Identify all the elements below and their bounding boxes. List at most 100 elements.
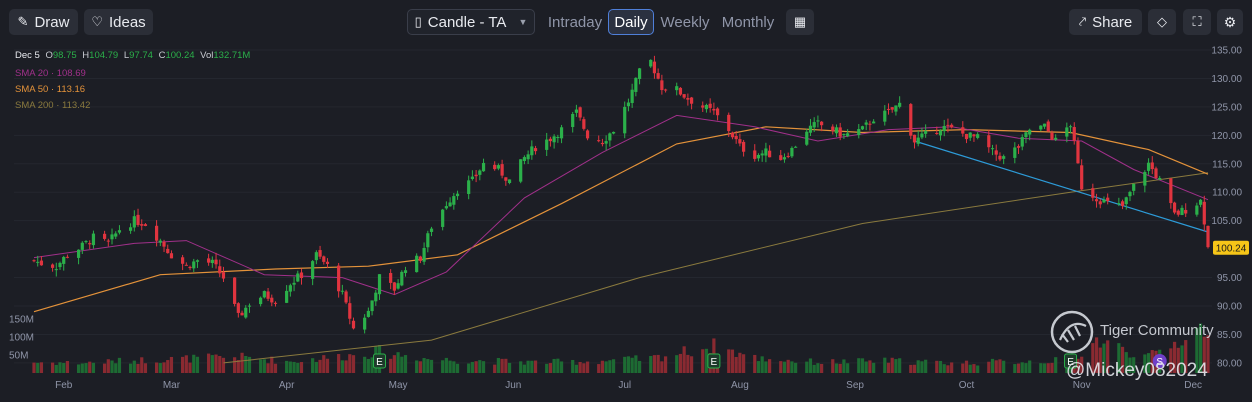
volume-bar: [403, 355, 408, 373]
candle-body: [247, 305, 252, 307]
tab-daily[interactable]: Daily: [608, 9, 654, 35]
volume-bar: [478, 360, 482, 373]
candle-body: [794, 146, 798, 148]
chart-type-dropdown[interactable]: ▯ Candle - TA ▼: [407, 9, 535, 35]
legend-sma20: SMA 20 · 108.69: [15, 68, 86, 79]
toolbar: ✎ Draw ♡ Ideas ▯ Candle - TA ▼ Intraday Da…: [0, 0, 1252, 44]
candle-body: [392, 282, 396, 291]
candle-body: [455, 193, 460, 197]
volume-bar: [689, 356, 694, 373]
volume-bar: [214, 354, 218, 373]
volume-bar: [136, 363, 140, 373]
volume-bar: [831, 359, 835, 373]
volume-bar: [701, 349, 705, 373]
tab-weekly[interactable]: Weekly: [660, 13, 710, 31]
volume-bar: [1024, 363, 1028, 373]
price-tick-label: 115.00: [1212, 159, 1242, 170]
candle-body: [1128, 191, 1132, 197]
volume-bar: [1124, 352, 1128, 373]
volume-bar: [337, 354, 341, 373]
volume-bar: [623, 356, 627, 373]
volume-bar: [58, 362, 62, 373]
candle-body: [597, 140, 601, 142]
candle-body: [117, 230, 122, 233]
volume-bar: [262, 359, 266, 373]
volume-bar: [500, 358, 504, 373]
volume-bar: [582, 363, 586, 373]
volume-bar: [233, 357, 237, 373]
volume-bar: [1128, 357, 1132, 373]
candle-body: [470, 176, 474, 180]
ideas-button[interactable]: ♡ Ideas: [84, 9, 153, 35]
candle-body: [169, 253, 174, 259]
volume-bar: [1094, 337, 1099, 373]
earnings-marker: [707, 353, 721, 369]
candle-body: [961, 127, 965, 134]
candle-body: [1065, 127, 1069, 137]
volume-bar: [816, 363, 820, 373]
candle-body: [582, 119, 586, 129]
candle-body: [886, 108, 891, 110]
candle-body: [779, 155, 783, 160]
candle-body: [493, 164, 497, 170]
candle-body: [76, 249, 81, 258]
trendline[interactable]: [914, 140, 1209, 233]
volume-bar: [441, 360, 445, 373]
candle-body: [652, 61, 657, 74]
candle-body: [574, 109, 579, 113]
volume-bar: [782, 361, 787, 373]
candle-body: [166, 248, 170, 254]
volume-bar: [786, 359, 790, 373]
candle-body: [285, 290, 289, 303]
candle-body: [660, 80, 664, 91]
volume-bar: [968, 364, 972, 373]
candle-body: [1124, 197, 1128, 205]
volume-bar: [351, 355, 356, 373]
volume-bar: [1169, 348, 1173, 373]
time-tick-label: Aug: [731, 380, 749, 391]
calendar-button[interactable]: ▦: [786, 9, 814, 35]
candle-body: [32, 260, 36, 262]
volume-bar: [734, 356, 738, 373]
volume-axis: 150M 100M 50M: [9, 315, 34, 362]
volume-bar: [585, 361, 590, 373]
volume-bar: [727, 349, 731, 373]
price-tick-label: 105.00: [1211, 216, 1242, 227]
earnings-marker: [373, 353, 387, 369]
candle-body: [325, 261, 330, 264]
volume-bar: [91, 362, 96, 373]
candle-body: [1132, 183, 1136, 191]
candle-body: [637, 68, 642, 79]
volume-bar: [675, 355, 679, 373]
candle-body: [883, 110, 887, 122]
volume-bar: [84, 363, 88, 373]
tab-intraday[interactable]: Intraday: [547, 13, 603, 31]
volume-bar: [938, 360, 943, 373]
tab-monthly[interactable]: Monthly: [721, 13, 775, 31]
fullscreen-button[interactable]: ⛶: [1183, 9, 1211, 35]
candle-body: [990, 148, 995, 150]
candle-body: [415, 255, 419, 273]
candle-body: [65, 256, 70, 258]
settings-button[interactable]: ⚙: [1217, 9, 1243, 35]
diamond-button[interactable]: ◇: [1148, 9, 1176, 35]
volume-bar: [649, 356, 653, 373]
candle-body: [600, 142, 605, 145]
candle-body: [348, 303, 352, 319]
candle-body: [649, 59, 653, 67]
candle-body: [552, 136, 556, 143]
share-button[interactable]: ⤤ Share: [1069, 9, 1142, 35]
candle-body: [426, 233, 430, 248]
volume-bar: [738, 352, 742, 373]
candle-body: [623, 106, 627, 134]
time-axis: Feb Mar Apr May Jun Jul Aug Sep Oct Nov Dec: [55, 380, 1202, 391]
draw-button[interactable]: ✎ Draw: [9, 9, 78, 35]
candle-body: [188, 266, 192, 269]
candle-body: [207, 258, 211, 263]
volume-bar: [1195, 327, 1199, 373]
volume-bar: [1143, 354, 1147, 373]
candle-body: [80, 242, 84, 250]
candle-body: [626, 102, 631, 107]
